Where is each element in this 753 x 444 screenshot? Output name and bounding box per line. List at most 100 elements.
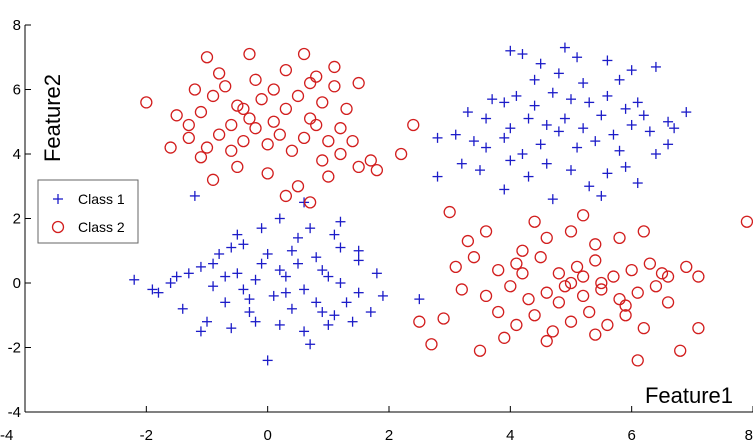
data-point-class2 <box>364 154 377 167</box>
data-point-class1 <box>317 265 328 276</box>
data-point-class1 <box>347 316 358 327</box>
data-point-class1 <box>602 55 613 66</box>
data-point-class1 <box>505 45 516 56</box>
data-point-class2 <box>680 260 693 274</box>
data-point-class2 <box>273 128 286 141</box>
data-point-class1 <box>650 61 661 72</box>
data-point-class2 <box>231 99 244 112</box>
data-point-class2 <box>540 231 553 245</box>
data-point-class2 <box>692 270 705 283</box>
data-point-class1 <box>626 65 637 76</box>
data-point-class1 <box>608 129 619 140</box>
data-point-class2 <box>522 292 535 306</box>
data-point-class1 <box>535 139 546 150</box>
data-point-class2 <box>492 305 505 319</box>
data-point-class2 <box>303 196 317 209</box>
data-point-class1 <box>414 294 425 305</box>
data-point-class2 <box>576 270 590 283</box>
data-point-class1 <box>559 42 570 53</box>
data-point-class2 <box>576 289 590 303</box>
data-point-class2 <box>212 128 226 141</box>
data-point-class1 <box>293 258 303 269</box>
data-point-class1 <box>541 158 552 169</box>
data-point-class2 <box>643 257 657 270</box>
data-point-class2 <box>492 263 505 277</box>
data-point-class1 <box>371 268 382 279</box>
data-point-class2 <box>394 147 408 161</box>
data-point-class1 <box>481 142 492 153</box>
data-point-class1 <box>505 123 516 134</box>
data-point-class2 <box>583 305 596 319</box>
data-point-class2 <box>206 173 220 186</box>
data-point-class2 <box>316 154 329 167</box>
data-point-class2 <box>589 238 602 251</box>
series-class2 <box>140 47 753 367</box>
data-point-class1 <box>511 90 522 101</box>
data-point-class2 <box>279 102 293 115</box>
data-point-class1 <box>208 281 219 292</box>
x-tick-label: 4 <box>506 427 514 444</box>
data-point-class2 <box>595 276 608 290</box>
y-tick-label: 2 <box>13 211 21 228</box>
data-point-class2 <box>340 102 353 115</box>
data-point-class1 <box>214 248 225 259</box>
y-tick-label: 8 <box>13 17 21 34</box>
data-point-class1 <box>481 113 492 124</box>
data-point-class1 <box>335 216 346 227</box>
data-point-class1 <box>293 232 303 243</box>
data-point-class1 <box>171 271 182 282</box>
data-point-class1 <box>475 165 485 176</box>
data-point-class1 <box>553 68 564 79</box>
data-point-class2 <box>649 280 663 293</box>
axes <box>24 24 753 413</box>
data-point-class2 <box>316 96 329 109</box>
data-point-class2 <box>206 89 220 103</box>
data-point-class1 <box>529 74 540 85</box>
data-point-class2 <box>334 147 347 161</box>
data-point-class2 <box>182 118 195 132</box>
x-tick-label: 0 <box>263 427 271 444</box>
data-point-class2 <box>552 296 566 309</box>
y-tick-label: -4 <box>8 404 21 421</box>
data-point-class2 <box>407 118 420 132</box>
data-point-class1 <box>450 129 461 140</box>
data-point-class2 <box>200 141 214 154</box>
data-point-class1 <box>602 90 613 101</box>
data-point-class1 <box>487 94 498 105</box>
data-point-class2 <box>346 134 359 148</box>
data-point-class2 <box>637 321 650 335</box>
data-point-class2 <box>473 344 487 357</box>
data-point-class2 <box>261 167 274 180</box>
legend-entry-class1: Class 1 <box>53 191 125 207</box>
data-point-class1 <box>523 171 534 182</box>
data-point-class2 <box>297 47 311 61</box>
data-point-class2 <box>479 225 493 238</box>
data-point-class2 <box>528 309 541 322</box>
data-point-class2 <box>182 131 195 145</box>
x-axis-label: Feature1 <box>645 383 733 408</box>
data-point-class2 <box>279 189 293 203</box>
data-point-class1 <box>584 181 595 192</box>
data-point-class2 <box>564 315 578 328</box>
data-point-class1 <box>523 113 534 124</box>
data-point-class1 <box>650 149 661 159</box>
legend-marker-class1 <box>53 194 63 204</box>
data-point-class2 <box>479 289 493 303</box>
data-point-class1 <box>238 239 249 250</box>
data-point-class2 <box>589 254 602 267</box>
data-point-class2 <box>528 215 541 228</box>
data-point-class2 <box>504 280 517 293</box>
data-point-class1 <box>153 287 164 298</box>
data-point-class1 <box>311 297 322 308</box>
data-point-class2 <box>437 312 450 325</box>
data-point-class1 <box>262 248 273 259</box>
data-point-class1 <box>286 245 297 256</box>
data-point-class2 <box>540 286 553 299</box>
data-point-class1 <box>274 265 285 276</box>
data-point-class1 <box>305 339 316 350</box>
legend: Class 1 Class 2 <box>37 179 139 244</box>
data-point-class1 <box>578 78 589 89</box>
data-point-class2 <box>170 109 183 122</box>
data-point-class1 <box>517 49 528 60</box>
